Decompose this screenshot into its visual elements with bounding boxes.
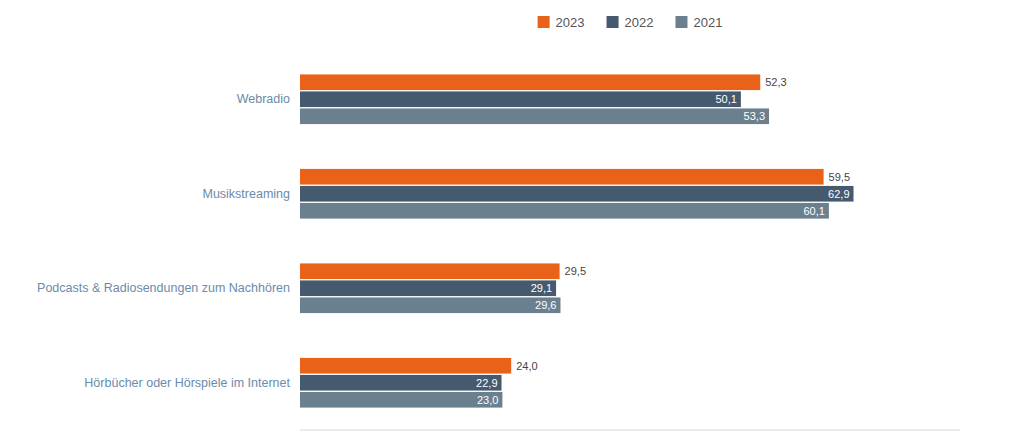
bar [300,203,829,219]
data-label: 59,5 [829,171,850,183]
legend-item: 2023 [538,15,585,30]
legend-label: 2022 [625,15,654,30]
category-label: Hörbücher oder Hörspiele im Internet [84,376,290,390]
category-label: Webradio [237,92,290,106]
bar [300,169,824,185]
data-label: 23,0 [477,394,498,406]
data-labels: 52,3 59,5 29,5 24,0 50,1 62,9 29,1 22,9 53,3 60,1… [476,76,850,406]
data-label: 29,6 [535,299,556,311]
category-label: Musikstreaming [202,187,290,201]
bar [300,108,769,124]
bar [300,74,760,90]
legend: 2023 2022 2021 [538,15,723,30]
bar [300,392,502,408]
x-axis-line [300,430,960,431]
legend-swatch [607,16,619,28]
data-label: 50,1 [715,93,736,105]
bar [300,186,854,202]
data-label: 29,1 [531,282,552,294]
legend-item: 2021 [675,15,722,30]
legend-label: 2021 [693,15,722,30]
data-label: 52,3 [765,76,786,88]
data-label: 60,1 [803,205,824,217]
bars [300,74,854,407]
legend-item: 2022 [607,15,654,30]
data-label: 62,9 [828,188,849,200]
bar [300,280,556,296]
data-label: 24,0 [516,360,537,372]
legend-swatch [538,16,550,28]
bar [300,358,511,374]
bar [300,297,560,313]
bar [300,375,502,391]
category-label: Podcasts & Radiosendungen zum Nachhören [37,281,290,295]
data-label: 29,5 [565,265,586,277]
chart: 52,3 59,5 29,5 24,0 50,1 62,9 29,1 22,9 53,3 60,1… [0,0,1011,444]
data-label: 22,9 [476,377,497,389]
legend-swatch [675,16,687,28]
legend-label: 2023 [556,15,585,30]
bar [300,263,560,279]
bar [300,91,741,107]
y-axis: Webradio Musikstreaming Podcasts & Radiose… [37,92,290,390]
data-label: 53,3 [744,110,765,122]
